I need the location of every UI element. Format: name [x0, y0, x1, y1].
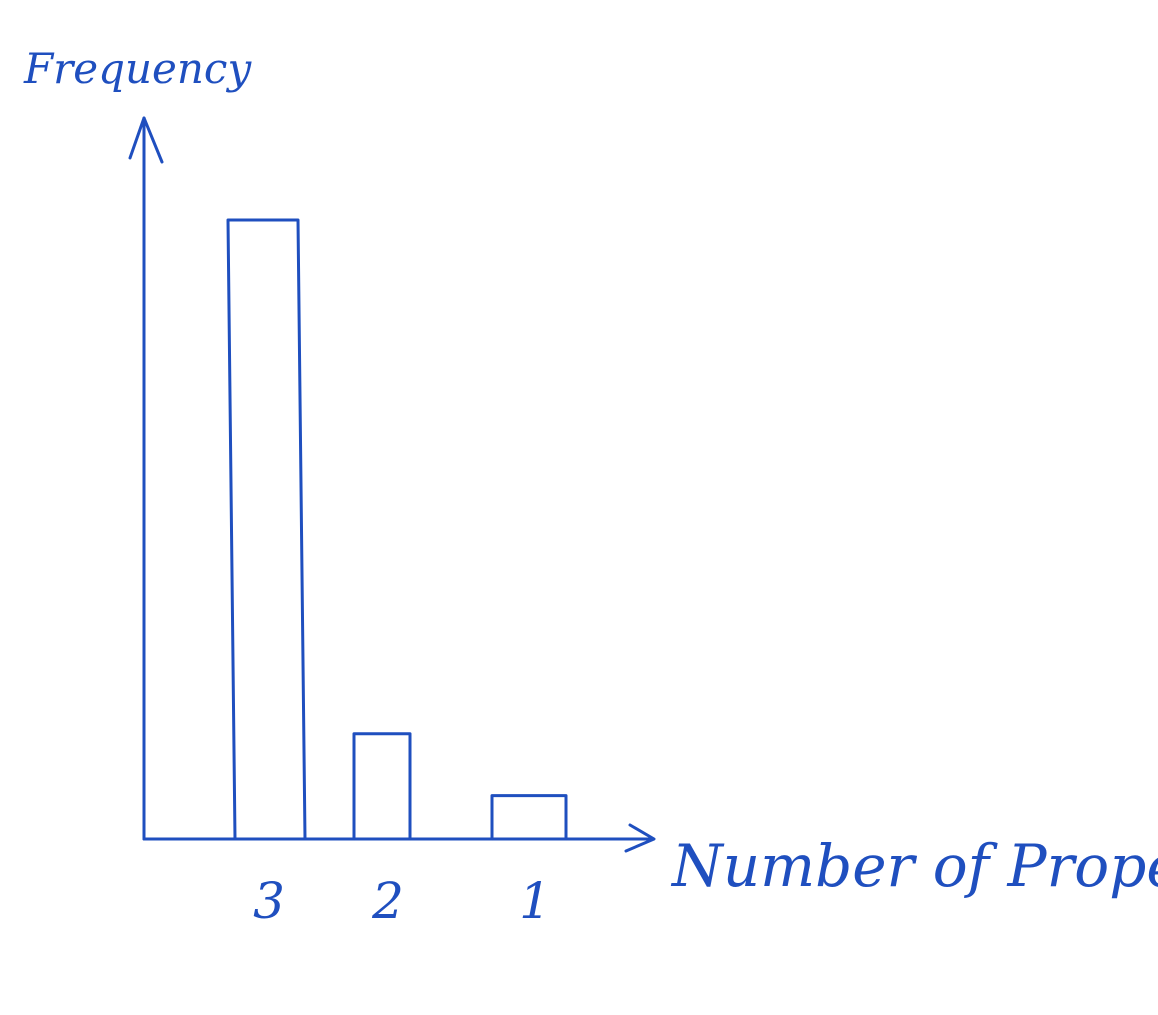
bar-1 — [490, 794, 568, 841]
x-tick-label-3: 3 — [253, 872, 285, 930]
x-tick-label-1: 1 — [519, 872, 551, 930]
x-axis-arrowhead — [624, 823, 656, 853]
x-axis-label: Number of Property — [670, 832, 1158, 900]
x-tick-label-2: 2 — [371, 872, 404, 930]
bar-3 — [226, 218, 307, 841]
bar-2 — [352, 732, 412, 841]
y-axis-label: Frequency — [23, 44, 252, 93]
y-axis-arrowhead — [128, 116, 164, 164]
